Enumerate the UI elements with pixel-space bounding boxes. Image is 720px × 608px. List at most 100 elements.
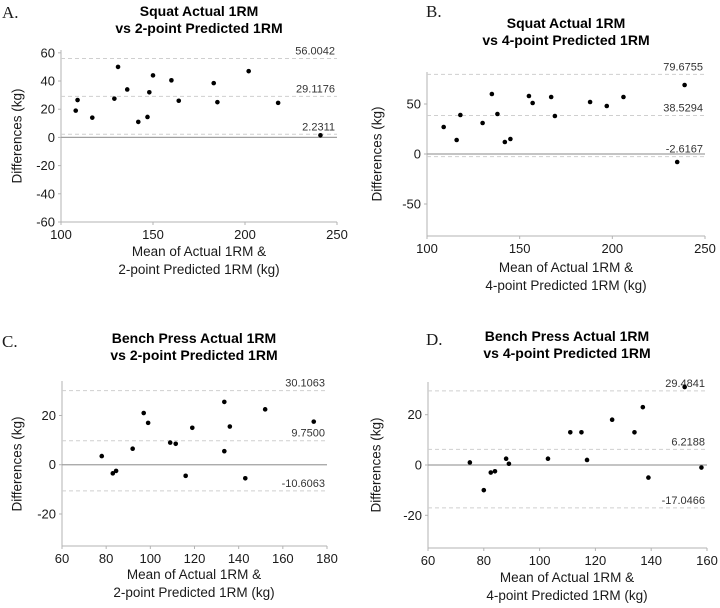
x-tick-label: 250 <box>326 227 348 242</box>
data-point <box>115 64 121 70</box>
loa-lower-label: -2.6167 <box>666 144 703 156</box>
y-tick-label: -20 <box>403 508 422 523</box>
x-tick-label: 150 <box>509 241 531 256</box>
data-point <box>262 407 268 412</box>
data-point <box>167 440 173 445</box>
y-tick-label: 0 <box>415 458 422 473</box>
x-tick-label: 120 <box>585 553 607 568</box>
data-point <box>176 98 182 104</box>
x-tick-label: 100 <box>50 227 72 242</box>
data-point <box>503 456 509 462</box>
loa-mean-label: 38.5294 <box>663 102 703 114</box>
x-tick-label: 200 <box>601 241 623 256</box>
y-tick-label: 20 <box>41 102 55 117</box>
x-axis-label-line2: 4-point Predicted 1RM (kg) <box>486 588 648 603</box>
data-point <box>246 68 251 74</box>
data-point <box>530 100 535 106</box>
x-tick-label: 120 <box>184 551 206 566</box>
data-point <box>150 73 156 78</box>
chart-title: Squat Actual 1RM vs 4-point Predicted 1R… <box>416 15 716 49</box>
data-point <box>584 457 590 463</box>
y-tick-label: 0 <box>48 130 55 145</box>
data-point <box>646 475 651 480</box>
data-point <box>552 113 558 119</box>
data-point <box>141 410 147 416</box>
scatter-plot-squat-2point: 100 150 200 250 -60 -40 -20 0 20 40 60 56.0042 29.11… <box>36 45 348 242</box>
data-point <box>492 468 498 474</box>
loa-upper-label: 30.1063 <box>285 378 325 390</box>
data-point <box>548 94 554 100</box>
data-point <box>89 115 95 120</box>
x-axis-label: Mean of Actual 1RM & 4-point Predicted 1… <box>416 259 716 295</box>
panel-bench-2point: C. Bench Press Actual 1RM vs 2-point Pre… <box>0 304 360 608</box>
x-axis-label: Mean of Actual 1RM & 2-point Predicted 1… <box>44 566 344 602</box>
loa-upper-label: 56.0042 <box>295 45 335 57</box>
x-axis-label: Mean of Actual 1RM & 2-point Predicted 1… <box>49 243 349 279</box>
data-point <box>124 87 130 92</box>
x-axis-label-line1: Mean of Actual 1RM & <box>131 244 267 259</box>
data-point <box>467 460 473 465</box>
data-point <box>579 430 584 435</box>
loa-lower-label: -17.0466 <box>662 495 705 507</box>
chart-title-line1: Bench Press Actual 1RM <box>484 328 650 344</box>
panel-letter: C. <box>2 332 18 351</box>
x-axis-label-line1: Mean of Actual 1RM & <box>126 567 262 582</box>
data-point <box>621 94 626 100</box>
chart-title-line1: Bench Press Actual 1RM <box>111 330 277 346</box>
data-point <box>481 487 487 493</box>
data-point <box>113 468 119 474</box>
data-point <box>73 108 79 113</box>
data-point <box>587 99 593 105</box>
x-tick-label: 60 <box>55 551 69 566</box>
data-point <box>99 453 105 459</box>
data-point <box>506 461 512 467</box>
data-point <box>173 441 179 447</box>
data-point <box>215 99 220 105</box>
y-tick-label: -20 <box>36 158 55 173</box>
chart-title-line2: vs 4-point Predicted 1RM <box>482 32 650 48</box>
panel-squat-2point: A. Squat Actual 1RM vs 2-point Predicted… <box>0 0 360 304</box>
x-tick-label: 100 <box>416 241 438 256</box>
data-point <box>183 473 188 479</box>
scatter-plot-bench-2point: 60 80 100 120 140 160 180 -20 0 20 30.1063 9.7500 -1… <box>37 378 338 566</box>
data-point <box>441 124 446 130</box>
x-tick-label: 150 <box>142 227 164 242</box>
data-point <box>632 430 637 435</box>
x-axis-label-line2: 2-point Predicted 1RM (kg) <box>118 262 280 277</box>
data-point <box>242 475 248 481</box>
loa-lower-label: -10.6063 <box>282 478 325 490</box>
y-tick-label: 50 <box>407 97 421 112</box>
x-tick-label: 60 <box>421 553 435 568</box>
x-tick-label: 250 <box>694 241 716 256</box>
y-tick-label: -60 <box>36 215 55 230</box>
x-axis-label: Mean of Actual 1RM & 4-point Predicted 1… <box>417 569 717 605</box>
data-point <box>699 465 704 470</box>
scatter-plot-bench-4point: 60 80 100 120 140 160 -20 0 20 29.4841 6.2188 -17.0… <box>403 378 718 568</box>
data-point <box>130 446 135 452</box>
chart-title: Squat Actual 1RM vs 2-point Predicted 1R… <box>49 3 349 37</box>
x-tick-label: 140 <box>640 553 662 568</box>
data-point <box>480 120 485 126</box>
y-tick-label: 40 <box>41 74 55 89</box>
loa-upper-label: 79.6755 <box>663 61 703 73</box>
chart-title: Bench Press Actual 1RM vs 2-point Predic… <box>44 330 344 364</box>
x-tick-label: 100 <box>529 553 551 568</box>
data-point <box>682 82 687 88</box>
data-point <box>145 114 150 120</box>
y-tick-label: 0 <box>49 457 56 472</box>
x-axis-label-line2: 2-point Predicted 1RM (kg) <box>113 585 275 600</box>
panel-squat-4point: B. Squat Actual 1RM vs 4-point Predicted… <box>360 0 720 304</box>
y-tick-label: -20 <box>37 506 56 521</box>
x-tick-label: 160 <box>272 551 294 566</box>
x-tick-label: 80 <box>477 553 491 568</box>
panel-letter: D. <box>426 330 443 349</box>
data-point <box>489 91 495 97</box>
y-tick-label: -50 <box>402 197 421 212</box>
x-axis-label-line2: 4-point Predicted 1RM (kg) <box>485 278 647 293</box>
x-axis-label-line1: Mean of Actual 1RM & <box>498 260 634 275</box>
y-tick-label: 0 <box>414 147 421 162</box>
data-point <box>147 89 152 95</box>
loa-mean-label: 9.7500 <box>291 428 325 440</box>
data-point <box>227 424 233 429</box>
